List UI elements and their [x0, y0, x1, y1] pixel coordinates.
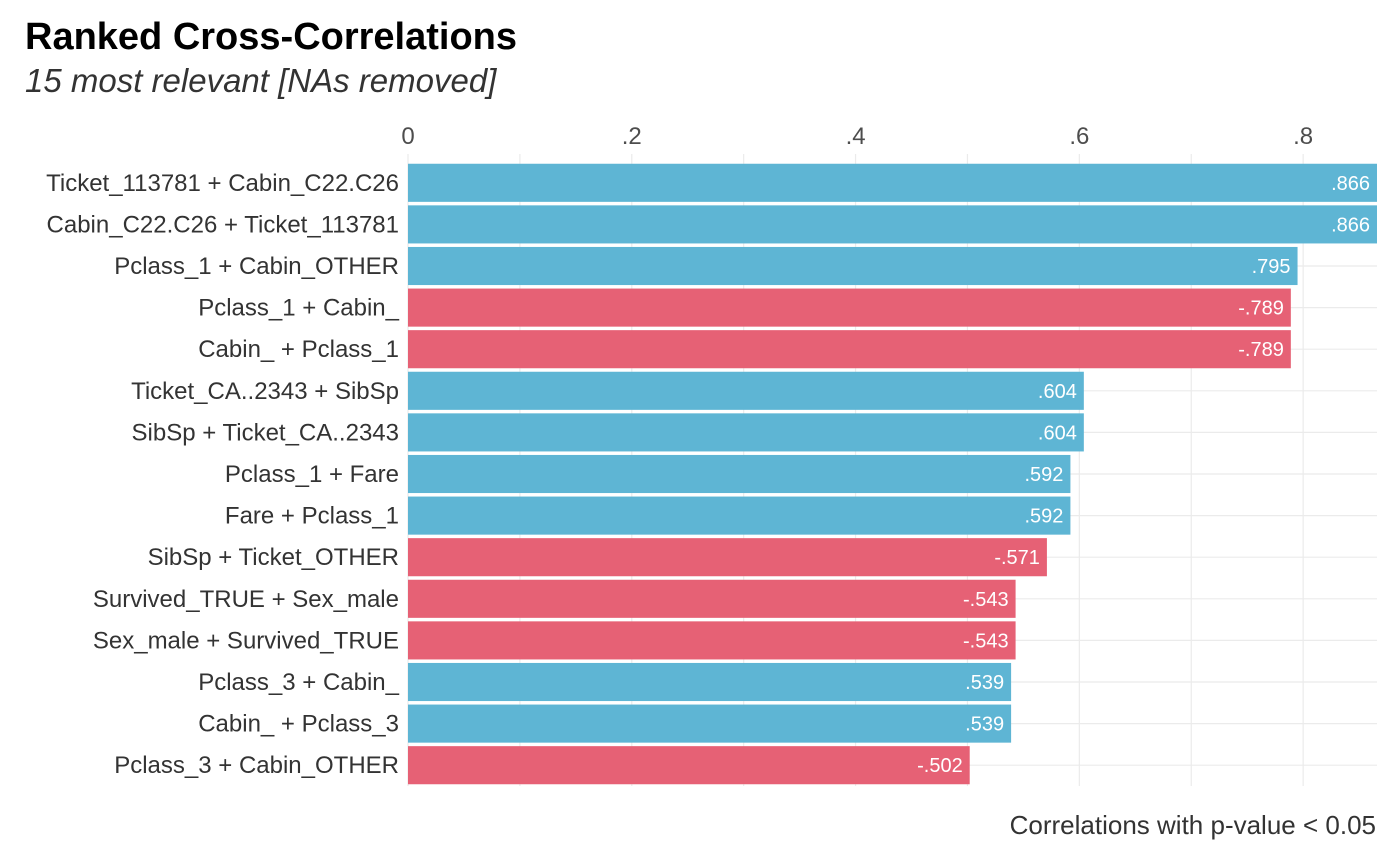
- bar: [408, 454, 1071, 494]
- category-label: SibSp + Ticket_CA..2343: [132, 419, 400, 446]
- bar-value-label: .604: [1038, 381, 1077, 403]
- bar: [408, 538, 1047, 577]
- category-label: Pclass_3 + Cabin_OTHER: [114, 752, 399, 779]
- category-label: Pclass_1 + Fare: [225, 461, 399, 488]
- chart-subtitle: 15 most relevant [NAs removed]: [25, 62, 497, 99]
- bar: [408, 205, 1377, 244]
- bar-value-label: -.543: [963, 589, 1009, 611]
- category-label: Sex_male + Survived_TRUE: [93, 627, 399, 654]
- x-tick-label: .2: [622, 123, 642, 150]
- bar: [408, 163, 1377, 202]
- bar-value-label: .539: [965, 714, 1004, 736]
- category-label: Pclass_3 + Cabin_: [198, 669, 399, 696]
- bar: [408, 579, 1016, 618]
- bar-value-label: -.789: [1238, 339, 1284, 361]
- bar-value-label: .539: [965, 672, 1004, 694]
- bar: [408, 330, 1291, 369]
- bar-value-label: .866: [1331, 173, 1370, 195]
- category-label: Ticket_CA..2343 + SibSp: [131, 378, 399, 405]
- bar: [408, 413, 1084, 452]
- bar-value-label: .795: [1252, 256, 1291, 278]
- bar-value-label: -.789: [1238, 298, 1284, 320]
- chart-title: Ranked Cross-Correlations: [25, 16, 518, 58]
- category-label: Cabin_ + Pclass_3: [198, 711, 399, 738]
- bar-value-label: .604: [1038, 422, 1077, 444]
- category-label: Ticket_113781 + Cabin_C22.C26: [46, 170, 399, 197]
- bar-value-label: -.543: [963, 630, 1009, 652]
- chart-caption: Correlations with p-value < 0.05: [1009, 810, 1376, 840]
- x-tick-label: .8: [1293, 123, 1313, 150]
- bar-value-label: -.571: [994, 547, 1040, 569]
- bar: [408, 288, 1291, 327]
- category-label: Fare + Pclass_1: [225, 503, 399, 530]
- category-label: Survived_TRUE + Sex_male: [93, 586, 399, 613]
- category-label: SibSp + Ticket_OTHER: [148, 544, 399, 571]
- bar-value-label: .592: [1024, 464, 1063, 486]
- bar-value-label: .866: [1331, 214, 1370, 236]
- category-label: Pclass_1 + Cabin_: [198, 295, 399, 322]
- x-tick-label: .4: [846, 123, 866, 150]
- bar: [408, 496, 1071, 535]
- bar: [408, 704, 1012, 743]
- category-label: Pclass_1 + Cabin_OTHER: [114, 253, 399, 280]
- category-label: Cabin_C22.C26 + Ticket_113781: [47, 211, 399, 238]
- bar: [408, 246, 1298, 286]
- bar: [408, 621, 1016, 660]
- labels: 0 .2 .4 .6 .8 Ticket_113781 + Cabin_C22.C26 .8…: [46, 123, 1370, 779]
- bar-value-label: .592: [1024, 506, 1063, 528]
- bar: [408, 662, 1012, 702]
- x-tick-label: .6: [1069, 123, 1089, 150]
- bar: [408, 746, 970, 785]
- category-label: Cabin_ + Pclass_1: [198, 336, 399, 363]
- bar-value-label: -.502: [917, 755, 963, 777]
- bar: [408, 371, 1084, 410]
- bars: [408, 163, 1377, 785]
- x-tick-label: 0: [401, 123, 414, 150]
